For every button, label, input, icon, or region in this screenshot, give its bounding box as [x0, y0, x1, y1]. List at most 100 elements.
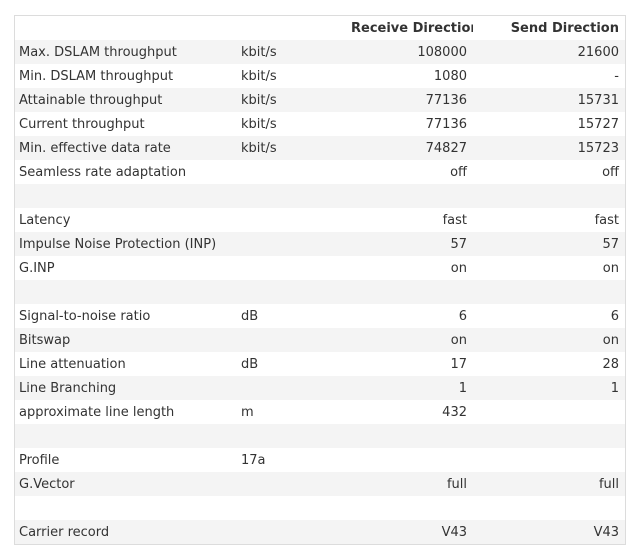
- table-row: Current throughput kbit/s 77136 15727: [15, 112, 625, 136]
- label-cell: Line Branching: [15, 376, 237, 400]
- unit-cell: kbit/s: [237, 40, 347, 64]
- send-cell: 6: [610, 308, 619, 324]
- unit-cell: [237, 280, 347, 304]
- label-cell: [15, 16, 237, 40]
- send-cell: 28: [602, 356, 619, 372]
- unit-cell: [237, 328, 347, 352]
- unit-cell: kbit/s: [237, 136, 347, 160]
- send-cell: fast: [594, 212, 619, 228]
- table-row: approximate line length m 432: [15, 400, 625, 424]
- table-row: [15, 184, 625, 208]
- receive-cell: 1: [347, 376, 473, 400]
- receive-cell: 1080: [433, 68, 467, 84]
- table-body: Receive Direction Send Direction Max. DSLA…: [15, 16, 625, 544]
- label-cell: Bitswap: [15, 328, 237, 352]
- receive-cell: Receive Direction: [351, 20, 473, 36]
- send-cell: [473, 424, 625, 448]
- label-cell: Line attenuation: [19, 356, 126, 372]
- table-row: Profile 17a: [15, 448, 625, 472]
- label-cell: Min. DSLAM throughput: [19, 68, 174, 84]
- table-row: Min. effective data rate kbit/s 74827 15723: [15, 136, 625, 160]
- send-cell: [473, 448, 625, 472]
- table-row: Carrier record V43 V43: [15, 520, 625, 544]
- table-row: Attainable throughput kbit/s 77136 15731: [15, 88, 625, 112]
- unit-cell: [237, 520, 347, 544]
- send-cell: 15727: [577, 116, 619, 132]
- label-cell: approximate line length: [19, 404, 175, 420]
- label-cell: Max. DSLAM throughput: [15, 40, 237, 64]
- unit-cell: kbit/s: [237, 88, 347, 112]
- label-cell: G.INP: [19, 260, 55, 276]
- label-cell: G.Vector: [15, 472, 237, 496]
- unit-cell: kbit/s: [241, 68, 277, 84]
- send-cell: [473, 400, 625, 424]
- receive-cell: V43: [347, 520, 473, 544]
- unit-cell: kbit/s: [241, 116, 277, 132]
- unit-cell: dB: [241, 356, 259, 372]
- unit-cell: dB: [241, 308, 259, 324]
- receive-cell: [347, 280, 473, 304]
- unit-cell: [237, 16, 347, 40]
- table-row: Max. DSLAM throughput kbit/s 108000 21600: [15, 40, 625, 64]
- unit-cell: [237, 424, 347, 448]
- receive-cell: 77136: [425, 116, 467, 132]
- label-cell: Signal-to-noise ratio: [19, 308, 151, 324]
- table-row: Line attenuation dB 17 28: [15, 352, 625, 376]
- unit-cell: [237, 208, 347, 232]
- table-row: G.Vector full full: [15, 472, 625, 496]
- unit-cell: 17a: [241, 452, 266, 468]
- table-row: Bitswap on on: [15, 328, 625, 352]
- receive-cell: fast: [442, 212, 467, 228]
- send-cell: on: [602, 260, 619, 276]
- receive-cell: 6: [458, 308, 467, 324]
- send-cell: [473, 496, 625, 520]
- table-row: Min. DSLAM throughput kbit/s 1080 -: [15, 64, 625, 88]
- receive-cell: off: [450, 164, 467, 180]
- label-cell: Carrier record: [15, 520, 237, 544]
- table-row: G.INP on on: [15, 256, 625, 280]
- label-cell: Min. effective data rate: [15, 136, 237, 160]
- table-row: [15, 424, 625, 448]
- receive-cell: 77136: [347, 88, 473, 112]
- send-cell: -: [614, 68, 619, 84]
- receive-cell: [347, 424, 473, 448]
- receive-cell: on: [347, 328, 473, 352]
- label-cell: Latency: [19, 212, 71, 228]
- receive-cell: 432: [442, 404, 467, 420]
- receive-cell: [347, 184, 473, 208]
- label-cell: Current throughput: [19, 116, 145, 132]
- send-cell: 15723: [473, 136, 625, 160]
- send-cell: [473, 184, 625, 208]
- dsl-status-table: Receive Direction Send Direction Max. DSLA…: [15, 16, 625, 544]
- header-row: Receive Direction Send Direction: [15, 16, 625, 40]
- receive-cell: on: [450, 260, 467, 276]
- unit-cell: [237, 496, 347, 520]
- send-cell: 15731: [473, 88, 625, 112]
- unit-cell: [237, 160, 347, 184]
- receive-cell: 74827: [347, 136, 473, 160]
- label-cell: [15, 424, 237, 448]
- unit-cell: [237, 472, 347, 496]
- receive-cell: [347, 448, 473, 472]
- receive-cell: 57: [347, 232, 473, 256]
- table-row: [15, 280, 625, 304]
- unit-cell: [237, 376, 347, 400]
- unit-cell: [237, 184, 347, 208]
- label-cell: Impulse Noise Protection (INP): [15, 232, 237, 256]
- table-row: [15, 496, 625, 520]
- send-cell: Send Direction: [510, 20, 619, 36]
- send-cell: 1: [473, 376, 625, 400]
- table-row: Signal-to-noise ratio dB 6 6: [15, 304, 625, 328]
- send-cell: V43: [473, 520, 625, 544]
- table-row: Latency fast fast: [15, 208, 625, 232]
- label-cell: [15, 280, 237, 304]
- label-cell: [15, 496, 237, 520]
- send-cell: full: [473, 472, 625, 496]
- unit-cell: [237, 232, 347, 256]
- receive-cell: [347, 496, 473, 520]
- unit-cell: m: [241, 404, 254, 420]
- send-cell: [473, 280, 625, 304]
- send-cell: off: [602, 164, 619, 180]
- receive-cell: full: [347, 472, 473, 496]
